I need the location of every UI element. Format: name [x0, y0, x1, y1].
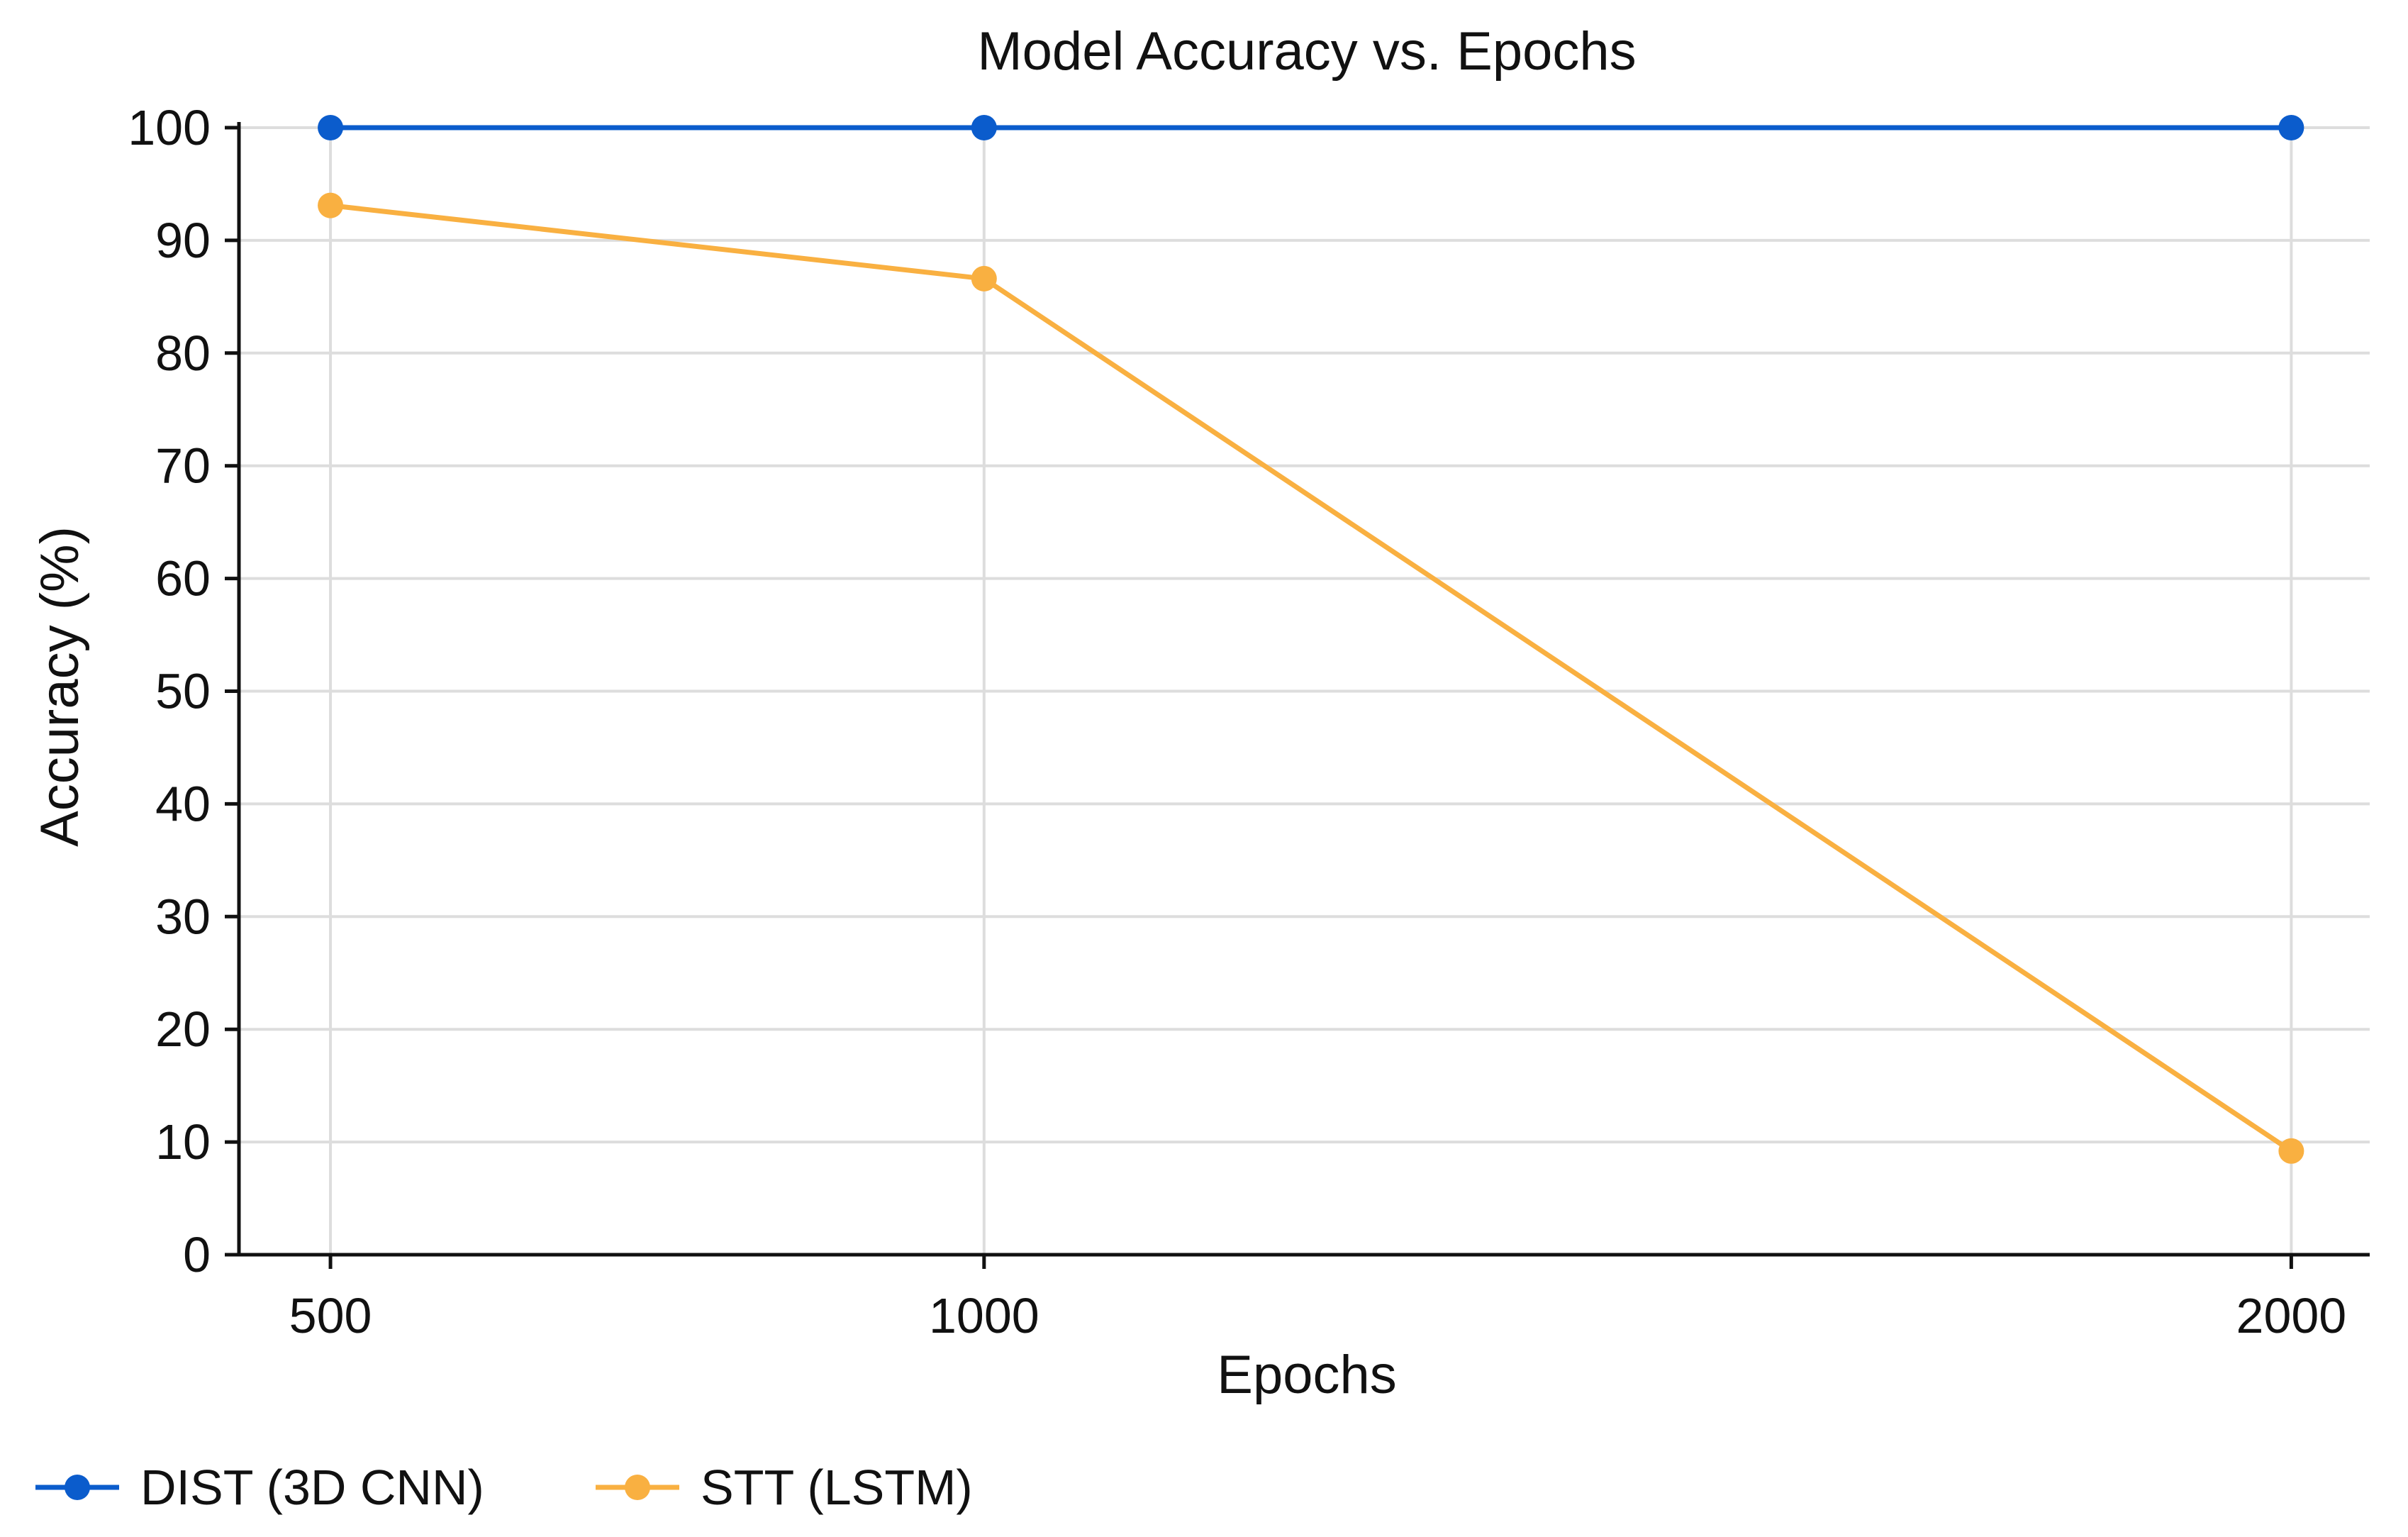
grid — [239, 126, 2370, 1255]
y-axis-label: Accuracy (%) — [30, 526, 90, 847]
legend-label-1: DIST (3D CNN) — [140, 1460, 484, 1515]
series-2-point — [2278, 1138, 2304, 1164]
axes: 0 10 20 30 40 50 60 70 80 90 100 500 1000 2000 — [128, 100, 2370, 1343]
y-tick-label: 60 — [155, 551, 211, 606]
chart-title: Model Accuracy vs. Epochs — [977, 21, 1636, 82]
legend-marker-1 — [65, 1475, 90, 1500]
series-1-point — [318, 115, 344, 140]
x-tick-label: 500 — [289, 1288, 372, 1343]
series-1-point — [2278, 115, 2304, 140]
y-tick-label: 70 — [155, 438, 211, 494]
y-tick-label: 80 — [155, 326, 211, 381]
y-tick-label: 10 — [155, 1114, 211, 1170]
x-tick-label: 1000 — [929, 1288, 1039, 1343]
series-2-point — [971, 265, 997, 292]
y-tick-label: 90 — [155, 213, 211, 268]
legend-label-2: STT (LSTM) — [701, 1460, 973, 1515]
y-tick-label: 30 — [155, 889, 211, 944]
legend: DIST (3D CNN) STT (LSTM) — [35, 1460, 973, 1515]
x-axis-label: Epochs — [1217, 1345, 1397, 1405]
y-tick-label: 50 — [155, 664, 211, 719]
y-tick-label: 0 — [183, 1227, 211, 1282]
series-1-point — [971, 115, 997, 140]
y-tick-label: 20 — [155, 1001, 211, 1057]
legend-marker-2 — [625, 1475, 650, 1500]
x-tick-label: 2000 — [2236, 1288, 2347, 1343]
series-line-2 — [330, 203, 2293, 1153]
y-tick-label: 40 — [155, 776, 211, 831]
series-2-point — [318, 192, 344, 218]
series — [318, 115, 2304, 1164]
y-tick-label: 100 — [128, 100, 211, 155]
